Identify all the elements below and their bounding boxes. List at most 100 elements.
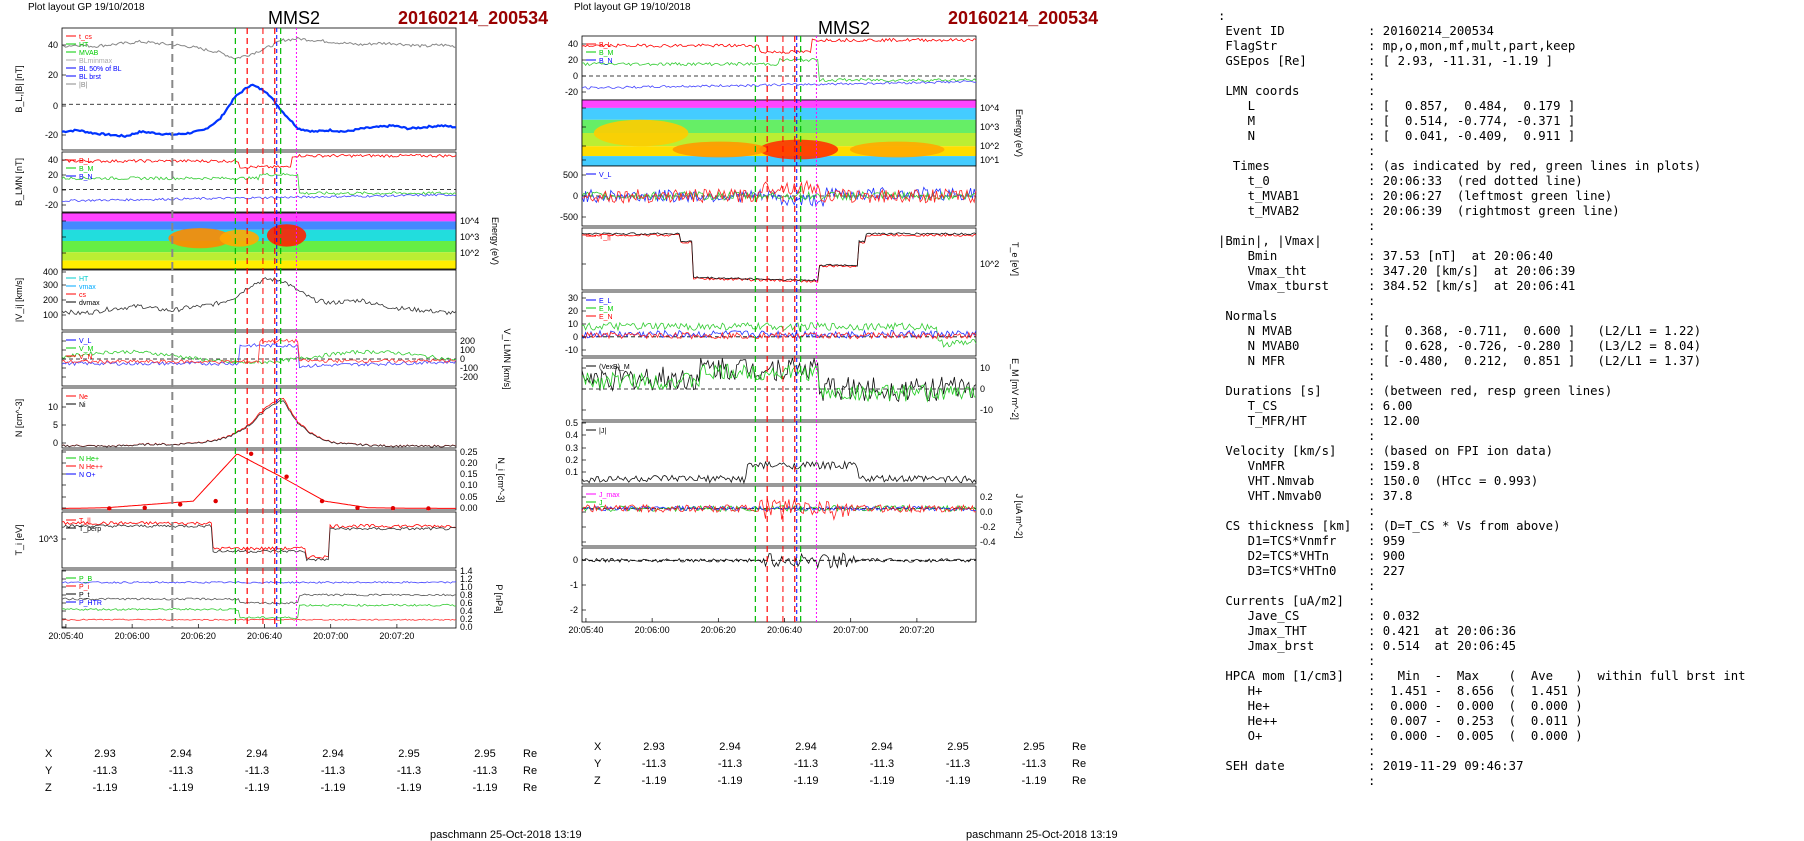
info-key: |Bmin|, |Vmax| <box>1218 234 1322 248</box>
series-JE <box>581 552 977 570</box>
y-tick-label: 0.05 <box>460 492 478 502</box>
data-point <box>284 474 289 479</box>
y-tick-label: 0.3 <box>565 443 578 453</box>
legend-label: E_M <box>599 306 614 313</box>
data-point <box>390 506 396 511</box>
legend-label: P_t <box>79 592 90 599</box>
coord-cell: -11.3 <box>244 764 270 777</box>
legend-label: P_i <box>79 584 90 591</box>
y-tick-label: -0.2 <box>980 522 996 532</box>
y-tick-label: 20 <box>568 306 578 316</box>
info-value: : (as indicated by red, green lines in p… <box>1368 159 1702 173</box>
info-key: Vmax_tburst <box>1218 279 1330 293</box>
info-row: : <box>1218 69 1804 84</box>
spectrogram-band <box>62 221 456 230</box>
y-axis-label: T_i [eV] <box>14 524 24 555</box>
series-PB <box>61 603 457 620</box>
info-row: Jmax_brst: 0.514 at 20:06:45 <box>1218 639 1804 654</box>
spectrogram-band <box>582 100 976 108</box>
legend-label: Ne <box>79 394 88 401</box>
y-tick-label: 10^2 <box>980 141 999 151</box>
info-value: : <box>1368 504 1376 518</box>
info-value: : <box>1368 84 1376 98</box>
info-value: : 0.000 - 0.005 ( 0.000 ) <box>1368 729 1583 743</box>
series-VexB <box>581 357 977 403</box>
legend-label: B_M <box>599 50 614 57</box>
series-Tpar <box>61 521 457 559</box>
info-key: H+ <box>1218 684 1263 698</box>
info-key: M <box>1218 114 1256 128</box>
info-row: : <box>1218 579 1804 594</box>
y-tick-label: 0 <box>53 101 58 111</box>
series-BM <box>61 172 457 196</box>
y-axis-label: V_i LMN [km/s] <box>502 328 512 389</box>
y-tick-label: 20 <box>568 55 578 65</box>
series-EL <box>581 321 977 348</box>
info-value: : <box>1368 234 1376 248</box>
left-coords-table: X 2.93 2.94 2.94 2.94 2.95 2.95 Re Y -11… <box>45 745 557 796</box>
legend-label: T_|| <box>79 518 91 525</box>
info-row: LMN coords: <box>1218 84 1804 99</box>
info-row: O+: 0.000 - 0.005 ( 0.000 ) <box>1218 729 1804 744</box>
info-row: Times: (as indicated by red, green lines… <box>1218 159 1804 174</box>
info-value: : 20160214_200534 <box>1368 24 1494 38</box>
left-plot-column: Plot layout GP 19/10/2018 MMS2 20160214_… <box>0 0 610 841</box>
legend-label: t_cs <box>79 34 92 41</box>
y-tick-label: 0.2 <box>460 614 473 624</box>
series-BL <box>61 153 457 169</box>
panel-frame <box>581 291 977 357</box>
info-key: D3=TCS*VHTn0 <box>1218 564 1337 578</box>
x-tick-label: 20:05:40 <box>568 625 603 635</box>
y-tick-label: 0.00 <box>460 503 478 513</box>
series-EM <box>581 363 977 403</box>
info-row: H+: 1.451 - 8.656 ( 1.451 ) <box>1218 684 1804 699</box>
y-tick-label: -0.4 <box>980 537 996 547</box>
coord-cell: -11.3 <box>793 757 819 770</box>
right-plot-column: Plot layout GP 19/10/2018 MMS2 20160214_… <box>554 0 1162 841</box>
y-tick-label: 0.2 <box>565 455 578 465</box>
series-Vi <box>61 277 457 316</box>
spectrogram-hotspot <box>168 228 232 249</box>
info-value: : (D=T_CS * Vs from above) <box>1368 519 1561 533</box>
panel-frame <box>61 569 457 629</box>
right-plot-header: Plot layout GP 19/10/2018 <box>574 2 691 13</box>
info-value: : 20:06:39 (rightmost green line) <box>1368 204 1620 218</box>
panel-em: 10 0 -10 E_M [mV m^-2] (VexB)_M <box>581 357 1020 421</box>
coords-label-z: Z <box>45 781 52 794</box>
legend-label: V_L <box>599 172 612 179</box>
legend-label: BL 50% of BL <box>79 66 122 73</box>
info-key: t_MVAB1 <box>1218 189 1300 203</box>
x-tick-label: 20:06:20 <box>181 631 216 641</box>
y-tick-label: 40 <box>568 39 578 49</box>
spectrogram-band <box>62 229 456 241</box>
y-tick-label: 1.0 <box>460 582 473 592</box>
legend-label: HT <box>79 42 89 49</box>
coord-cell: -11.3 <box>717 757 743 770</box>
info-value: : 900 <box>1368 549 1406 563</box>
coord-cell: -1.19 <box>320 781 346 794</box>
coord-cell: 2.94 <box>719 740 741 753</box>
coord-cell: -11.3 <box>320 764 346 777</box>
series-Tpar <box>581 233 977 283</box>
panel-frame <box>61 511 457 569</box>
x-tick-label: 20:05:40 <box>48 631 83 641</box>
info-value: : <box>1368 69 1376 83</box>
coord-cell: -1.19 <box>168 781 194 794</box>
info-row: : <box>1218 429 1804 444</box>
right-coords-table: X 2.93 2.94 2.94 2.94 2.95 2.95 Re Y -11… <box>594 738 1106 789</box>
info-key: HPCA mom [1/cm3] <box>1218 669 1344 683</box>
spectrogram-band <box>62 252 456 261</box>
y-tick-label: 0 <box>573 191 578 201</box>
series-Pt <box>61 593 457 605</box>
y-tick-label: -100 <box>460 363 478 373</box>
coord-cell: 2.95 <box>947 740 969 753</box>
spectrogram-hotspot <box>759 139 839 160</box>
y-axis-label: Energy (eV) <box>490 217 500 265</box>
info-value: : 37.53 [nT] at 20:06:40 <box>1368 249 1554 263</box>
coords-label-z: Z <box>594 774 601 787</box>
series-Jn <box>581 498 976 521</box>
event-info-panel: : Event ID: 20160214_200534 FlagStr: mp,… <box>1218 9 1804 789</box>
